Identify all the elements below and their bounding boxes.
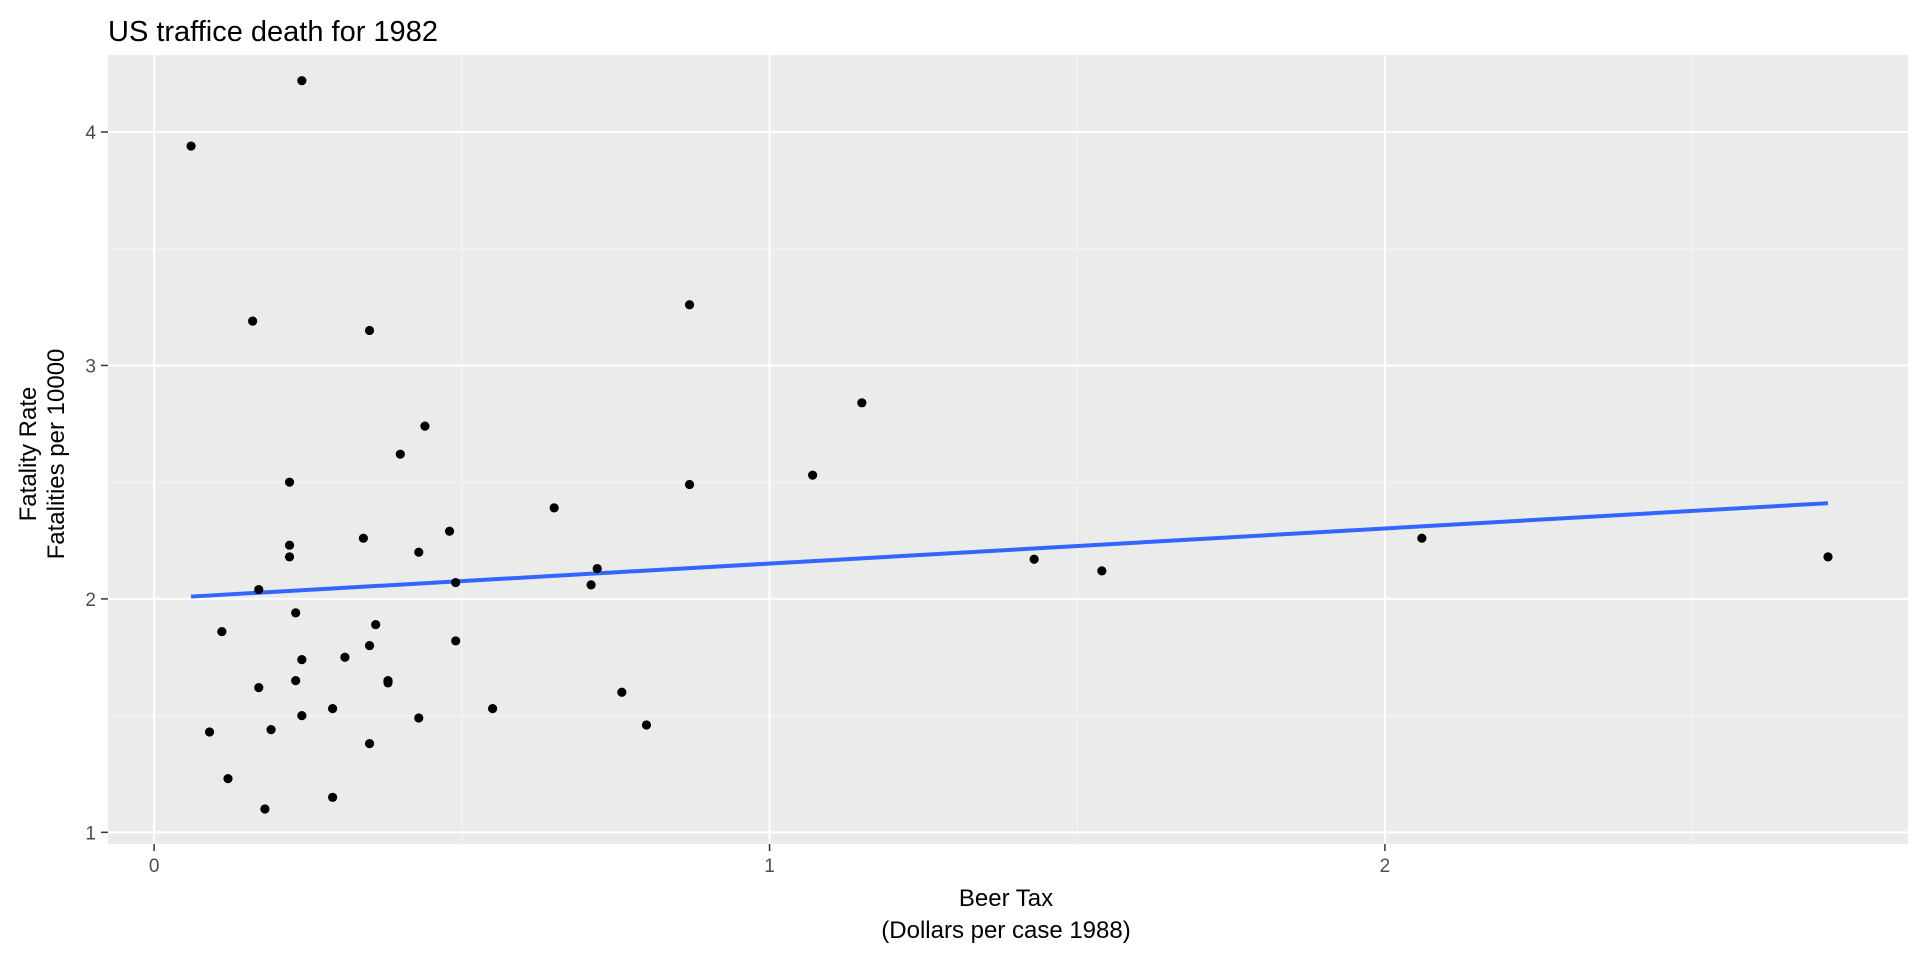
- y-axis-title-line2: Fatalities per 10000: [43, 349, 70, 560]
- data-point: [808, 470, 818, 480]
- data-point: [328, 792, 338, 802]
- data-point: [217, 626, 227, 637]
- major-gridlines: [108, 55, 1908, 844]
- x-axis-title-line2: (Dollars per case 1988): [881, 917, 1130, 944]
- data-point: [451, 636, 461, 646]
- data-point: [420, 421, 430, 431]
- plot-panel: [108, 55, 1908, 844]
- data-point: [297, 711, 307, 721]
- data-point: [488, 704, 498, 714]
- data-point: [254, 584, 264, 595]
- data-point: [857, 398, 867, 408]
- data-point: [641, 720, 652, 730]
- data-point: [186, 141, 196, 151]
- y-tick-label: 4: [85, 123, 96, 144]
- data-point: [364, 325, 375, 336]
- data-point: [592, 563, 602, 574]
- y-tick-label: 3: [85, 356, 96, 377]
- data-point: [1417, 533, 1427, 543]
- x-tick-label: 2: [1380, 856, 1391, 877]
- data-point: [617, 687, 627, 697]
- data-point: [260, 804, 270, 814]
- regression-line: [190, 501, 1829, 599]
- chart-title: US traffice death for 1982: [108, 16, 438, 48]
- data-point: [297, 76, 307, 86]
- x-tick-label: 1: [764, 856, 775, 877]
- data-point: [364, 640, 375, 651]
- data-point: [248, 316, 258, 326]
- y-tick-label: 2: [85, 590, 96, 611]
- data-point: [223, 774, 233, 784]
- data-point: [266, 725, 276, 735]
- fit-line-layer: [190, 501, 1829, 599]
- data-point: [254, 683, 264, 693]
- data-point: [284, 477, 295, 487]
- data-point: [684, 479, 695, 490]
- x-tick-label: 0: [149, 856, 160, 877]
- data-point: [1097, 566, 1107, 576]
- y-tick-label: 1: [85, 823, 96, 844]
- data-point: [284, 552, 295, 562]
- data-point: [1029, 554, 1039, 564]
- data-point: [383, 678, 393, 688]
- data-point: [364, 739, 375, 749]
- data-point: [371, 619, 381, 630]
- data-point: [358, 533, 368, 543]
- data-point: [1823, 552, 1833, 562]
- data-point: [444, 526, 455, 536]
- data-point: [297, 654, 307, 665]
- data-point: [684, 300, 695, 310]
- data-point: [204, 727, 215, 737]
- data-point: [549, 503, 559, 513]
- x-axis-ticks: 0 1 2: [149, 844, 1390, 877]
- y-axis-title-line1: Fatality Rate: [15, 387, 42, 522]
- data-point: [414, 713, 424, 723]
- data-point: [451, 577, 461, 588]
- minor-gridlines: [108, 55, 1908, 844]
- x-axis-title-line1: Beer Tax: [959, 885, 1053, 912]
- data-point: [328, 704, 338, 714]
- data-point: [414, 547, 424, 557]
- data-points: [186, 76, 1833, 814]
- data-point: [291, 675, 301, 686]
- data-point: [284, 540, 295, 550]
- y-axis-ticks: 1 2 3 4: [85, 123, 108, 844]
- data-point: [395, 449, 405, 459]
- data-point: [291, 608, 301, 618]
- data-point: [340, 652, 350, 662]
- data-point: [586, 580, 596, 590]
